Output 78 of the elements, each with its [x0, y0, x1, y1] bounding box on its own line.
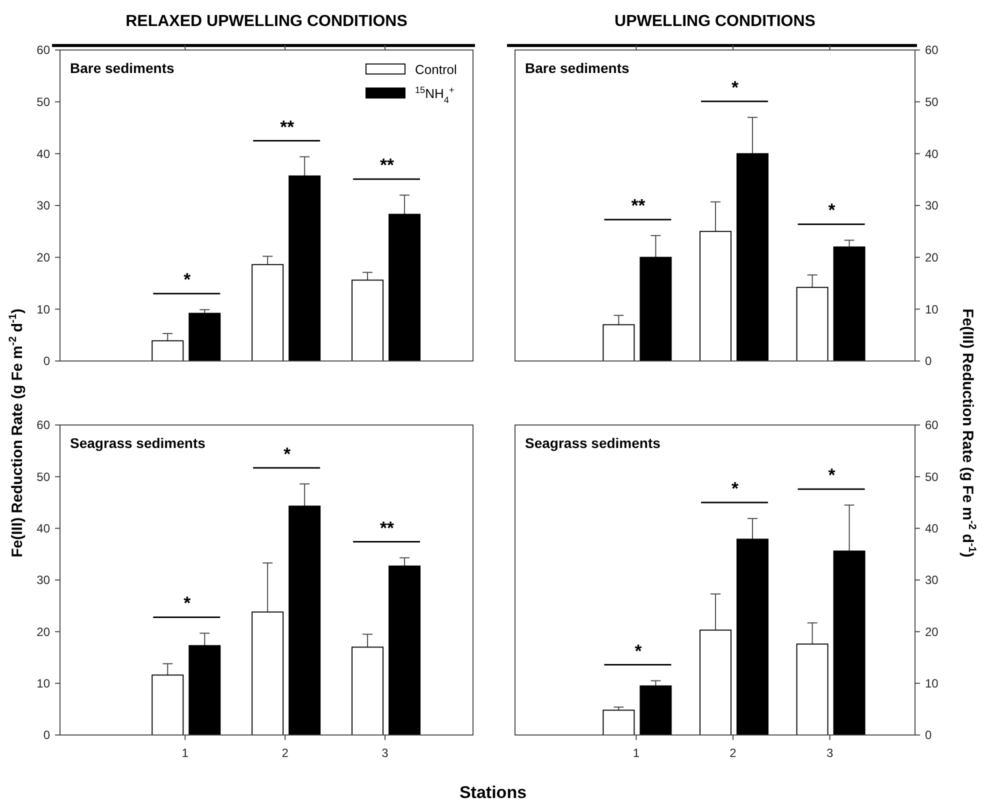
x-tick-label: 3 — [826, 746, 834, 760]
bar — [152, 340, 184, 362]
y-tick-label: 0 — [925, 354, 932, 368]
bar — [736, 538, 768, 736]
chart-title: RELAXED UPWELLING CONDITIONS — [126, 13, 408, 30]
bar — [152, 674, 184, 736]
bar — [388, 214, 421, 362]
y-tick-label: 50 — [36, 95, 50, 110]
bar — [833, 246, 866, 362]
legend-label: Control — [415, 62, 458, 77]
y-tick-label: 0 — [43, 354, 50, 368]
text: Bare sediments — [525, 60, 630, 76]
annotation: ** — [380, 518, 394, 538]
x-tick-label: 1 — [182, 746, 189, 760]
x-tick-label: 1 — [632, 746, 640, 760]
bar — [796, 644, 828, 736]
bar — [736, 153, 768, 362]
text: Bare sediments — [70, 60, 174, 76]
y-tick-label: 30 — [925, 198, 939, 213]
bar — [352, 646, 384, 736]
y-tick-label: 10 — [36, 676, 50, 691]
x-axis-title: Stations — [459, 783, 527, 802]
y-tick-label: 60 — [925, 418, 939, 432]
bar — [188, 645, 221, 736]
bar — [252, 612, 284, 736]
annotation: * — [731, 77, 739, 98]
bar — [700, 630, 732, 736]
bar — [700, 230, 732, 362]
annotation: * — [284, 444, 291, 464]
bar — [640, 256, 672, 362]
y-tick-label: 40 — [36, 146, 50, 161]
annotation: * — [184, 593, 191, 614]
y-tick-label: 30 — [36, 573, 50, 588]
y-tick-label: 30 — [36, 198, 50, 213]
bar — [833, 550, 866, 736]
text: Seagrass sediments — [525, 435, 661, 451]
y-tick-label: 40 — [925, 522, 939, 536]
y-tick-label: 60 — [36, 418, 50, 432]
annotation: ** — [631, 196, 646, 216]
y-tick-label: 20 — [925, 624, 939, 639]
bar — [352, 280, 384, 362]
bar — [288, 506, 321, 736]
y-tick-label: 10 — [36, 302, 50, 316]
y-tick-label: 0 — [925, 728, 932, 742]
y-tick-label: 40 — [36, 522, 50, 536]
chart-title: UPWELLING CONDITIONS — [614, 13, 816, 30]
y-tick-label: 50 — [925, 470, 939, 484]
annotation: * — [828, 465, 836, 486]
x-tick-label: 3 — [382, 746, 389, 760]
bar — [796, 286, 828, 362]
x-tick-label: 2 — [730, 746, 737, 760]
y-tick-label: 20 — [36, 250, 50, 265]
bar — [640, 685, 672, 736]
y-tick-label: 50 — [925, 95, 939, 110]
bar — [252, 264, 284, 362]
y-tick-label: 40 — [925, 146, 939, 161]
bar — [388, 566, 421, 736]
y-tick-label: 20 — [36, 624, 50, 639]
annotation: ** — [280, 116, 294, 137]
y-tick-label: 0 — [43, 728, 50, 742]
y-tick-label: 50 — [36, 470, 50, 484]
annotation: * — [731, 478, 739, 499]
y-tick-label: 60 — [925, 43, 939, 58]
y-tick-label: 10 — [925, 676, 939, 691]
y-tick-label: 20 — [925, 250, 939, 265]
bar — [602, 710, 635, 736]
y-tick-label: 60 — [36, 43, 50, 58]
annotation: ** — [380, 155, 394, 176]
annotation: * — [828, 200, 836, 220]
bar — [188, 312, 221, 362]
y-tick-label: 30 — [925, 573, 939, 588]
text: Seagrass sediments — [70, 435, 206, 451]
annotation: * — [184, 270, 191, 290]
bar — [288, 175, 321, 362]
annotation: * — [634, 640, 642, 661]
bar — [602, 324, 635, 362]
x-tick-label: 2 — [282, 746, 289, 760]
y-tick-label: 10 — [925, 302, 939, 316]
